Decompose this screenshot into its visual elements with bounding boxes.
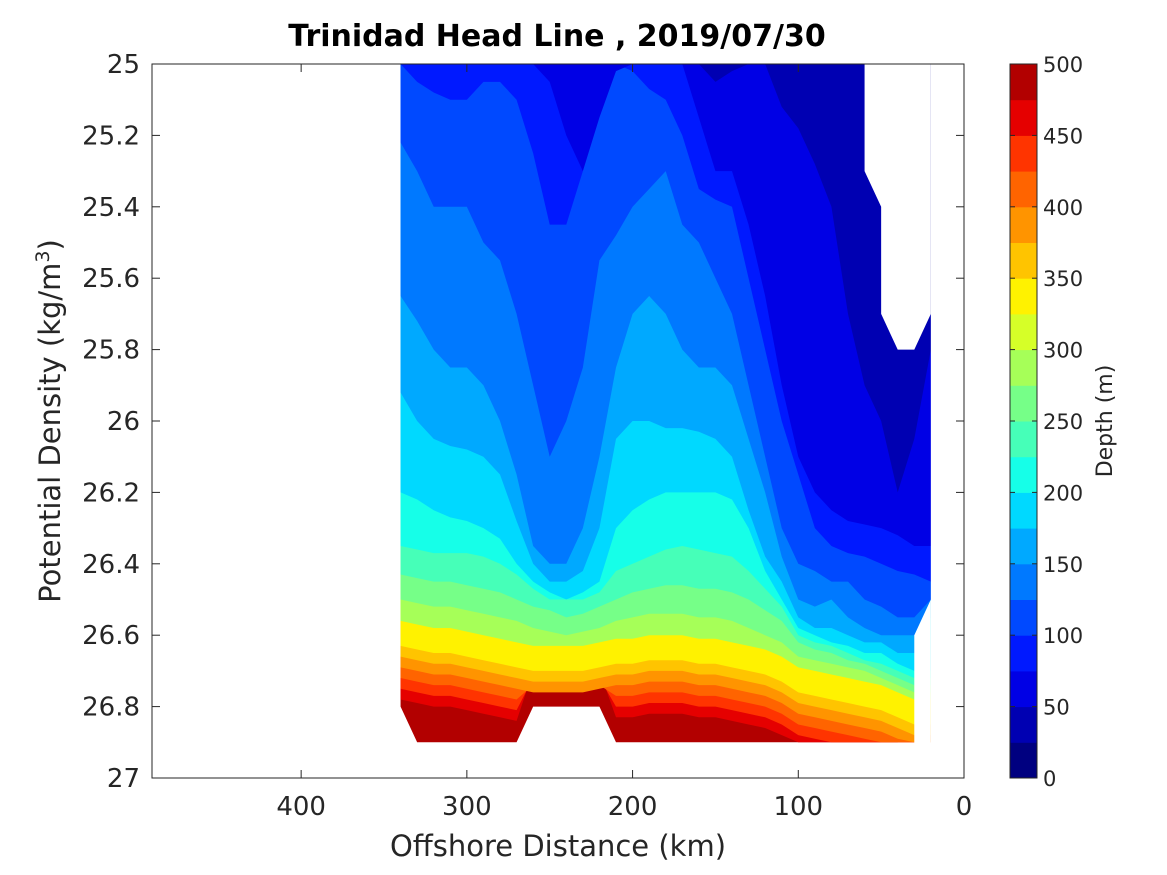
colorbar-swatch [1010, 599, 1037, 636]
colorbar-swatch [1010, 421, 1037, 458]
y-axis-label-superscript: 3 [32, 250, 54, 262]
colorbar-tick-label: 200 [1043, 481, 1083, 505]
colorbar-tick-label: 150 [1043, 553, 1083, 577]
x-axis-label: Offshore Distance (km) [390, 829, 726, 863]
y-tick-label: 25.8 [82, 336, 140, 366]
y-tick-label: 26 [107, 407, 140, 437]
colorbar: 0 50 100 150 200 250 300 350 400 450 500 [1009, 53, 1083, 791]
y-axis: 25 25.2 25.4 25.6 25.8 26 26.2 26.4 26.6 26.8 27 [82, 50, 964, 794]
no-data-mask [864, 64, 931, 350]
colorbar-tick-label: 0 [1043, 767, 1056, 791]
y-tick-label: 26.4 [82, 550, 140, 580]
colorbar-swatch [1010, 385, 1037, 422]
x-tick-label: 100 [773, 792, 823, 822]
colorbar-swatch [1010, 349, 1037, 386]
colorbar-tick-label: 350 [1043, 267, 1083, 291]
y-tick-label: 26.6 [82, 621, 140, 651]
y-tick-label: 25.6 [82, 264, 140, 294]
y-axis-label: Potential Density (kg/m3) [32, 239, 67, 603]
x-tick-label: 400 [276, 792, 326, 822]
y-tick-label: 27 [107, 764, 140, 794]
y-tick-label: 25 [107, 50, 140, 80]
chart-title: Trinidad Head Line , 2019/07/30 [288, 19, 825, 54]
y-tick-label: 25.4 [82, 193, 140, 223]
colorbar-tick-label: 400 [1043, 196, 1083, 220]
colorbar-swatch [1010, 313, 1037, 351]
colorbar-swatch [1010, 456, 1037, 493]
y-axis-label-suffix: ) [33, 239, 67, 250]
colorbar-tick-label: 450 [1043, 124, 1083, 148]
y-tick-label: 26.8 [82, 693, 140, 723]
colorbar-swatch [1010, 635, 1037, 672]
contour-band-75 [400, 64, 931, 546]
colorbar-tick-label: 50 [1043, 696, 1070, 720]
colorbar-swatch [1010, 528, 1037, 565]
x-tick-label: 0 [956, 792, 973, 822]
colorbar-swatch [1010, 563, 1037, 600]
colorbar-label: Depth (m) [1093, 365, 1118, 478]
colorbar-swatch [1010, 206, 1037, 243]
y-tick-label: 25.2 [82, 121, 140, 151]
contour-fills [400, 64, 964, 778]
colorbar-tick-label: 100 [1043, 624, 1083, 648]
colorbar-swatch [1010, 64, 1037, 101]
y-tick-label: 26.2 [82, 478, 140, 508]
colorbar-swatch [1010, 492, 1037, 529]
y-axis-label-main: Potential Density (kg/m [33, 263, 67, 603]
x-tick-label: 200 [608, 792, 658, 822]
x-axis: 400 300 200 100 0 [276, 64, 972, 822]
colorbar-swatch [1010, 99, 1037, 136]
colorbar-swatch [1010, 171, 1037, 208]
colorbar-swatch [1010, 242, 1037, 279]
colorbar-tick-label: 250 [1043, 410, 1083, 434]
colorbar-swatch [1010, 742, 1037, 779]
no-data-mask [914, 599, 931, 778]
x-tick-label: 300 [442, 792, 492, 822]
colorbar-swatch [1010, 135, 1037, 172]
colorbar-swatch [1010, 670, 1037, 708]
colorbar-swatch [1010, 706, 1037, 743]
colorbar-swatch [1010, 278, 1037, 315]
colorbar-tick-label: 300 [1043, 339, 1083, 363]
colorbar-tick-label: 500 [1043, 53, 1083, 77]
